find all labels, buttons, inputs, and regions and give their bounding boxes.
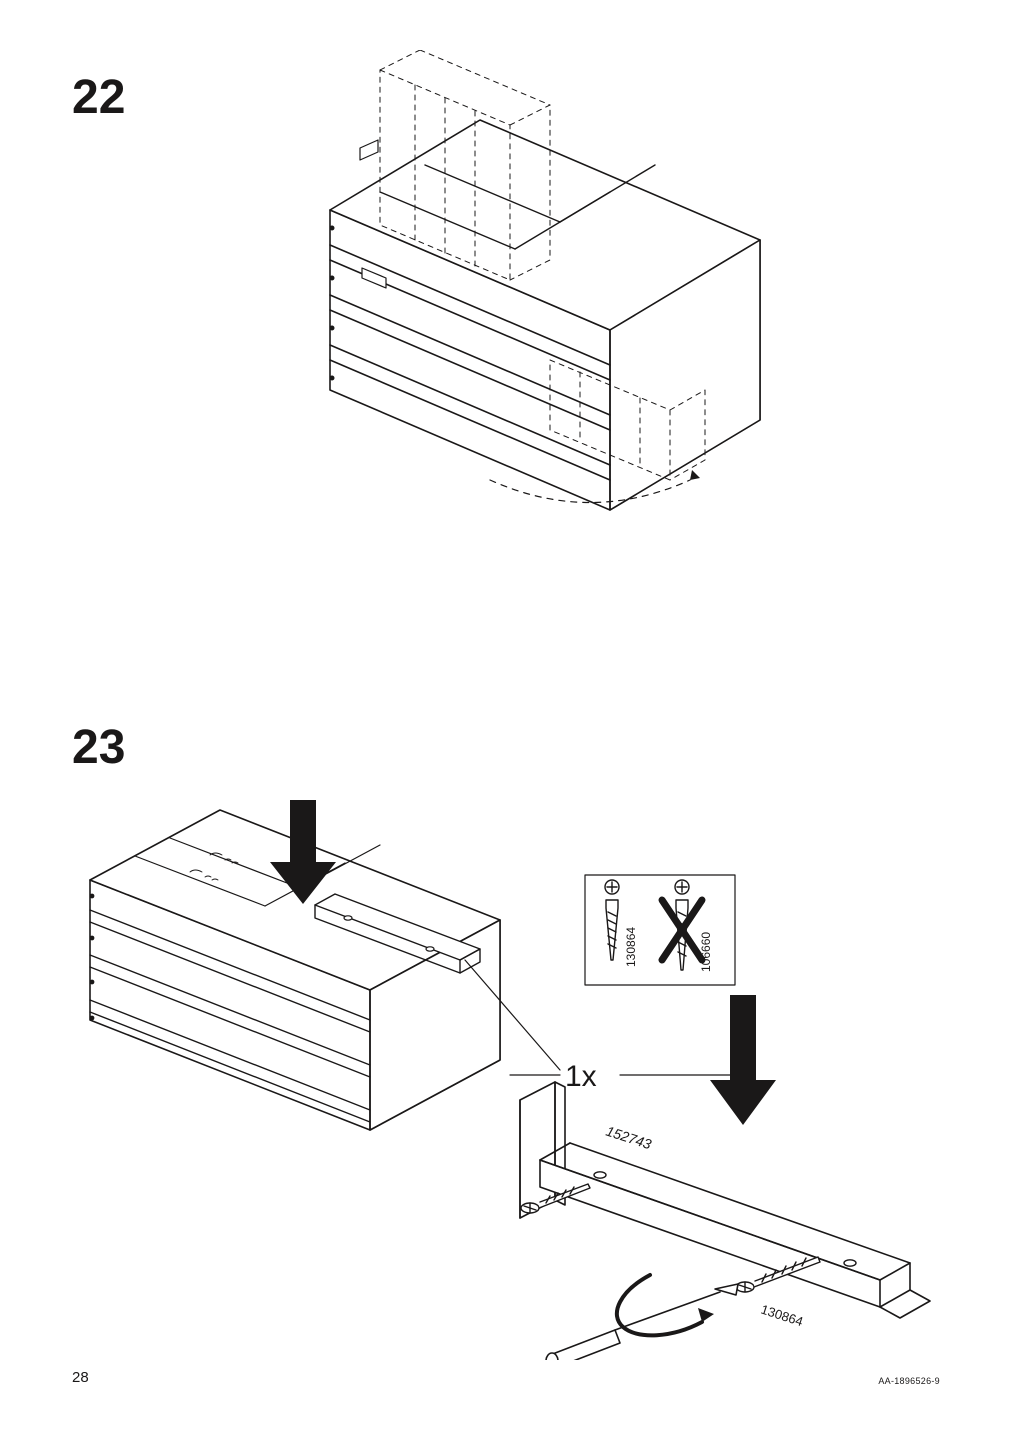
screw-detail-part-label: 130864 [759,1302,805,1330]
qty-label: 1x [565,1060,597,1093]
step-23-number: 23 [72,720,125,775]
step-22-number: 22 [72,70,125,125]
bracket-part-label: 152743 [604,1123,654,1153]
doc-ref: AA-1896526-9 [878,1376,940,1386]
step-23-illustration: 1x [60,800,950,1360]
step-22-illustration [250,50,850,570]
page: 22 [0,0,1012,1432]
screw-correct-part-label: 130864 [624,927,638,967]
screw-wrong-part-label: 106660 [699,932,713,972]
page-number: 28 [72,1369,89,1386]
